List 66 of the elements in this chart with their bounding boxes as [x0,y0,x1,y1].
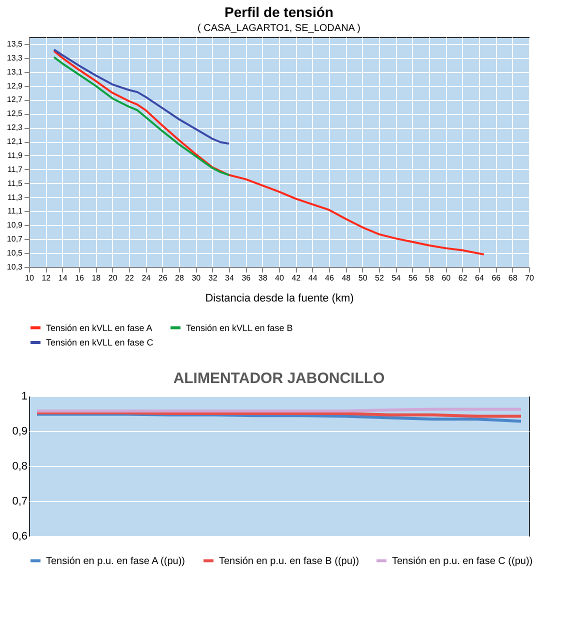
y-tick-label: 12,7 [6,95,24,104]
legend-label: Tensión en kVLL en fase A [46,322,152,333]
x-tick-label: 22 [125,274,134,282]
x-tick-label: 46 [325,274,334,282]
x-tick-label: 56 [408,274,418,282]
x-tick-label: 54 [392,274,402,282]
y-tick-label: 11,9 [8,150,24,160]
y-tick-label: 1 [21,390,28,402]
y-tick-label: 12,1 [6,137,24,146]
x-tick-label: 66 [492,274,502,282]
x-tick-label: 68 [508,274,518,282]
x-tick-label: 48 [342,274,352,282]
y-tick-label: 12,5 [6,109,24,118]
x-tick-label: 70 [525,274,534,282]
y-tick-label: 0,6 [12,530,28,542]
x-tick-label: 10 [25,274,34,282]
y-tick-label: 13,5 [6,39,24,48]
x-tick-label: 14 [58,274,68,282]
line-series [53,56,230,176]
x-tick-label: 28 [175,274,184,282]
chart-subtitle: ( CASA_LAGARTO1, SE_LODANA ) [197,23,361,34]
legend-label: Tensión en p.u. en fase C ((pu)) [392,556,533,567]
x-tick-label: 20 [108,274,118,282]
y-tick-label: 10,9 [6,220,24,230]
x-tick-label: 32 [208,274,218,282]
x-tick-label: 60 [442,274,452,282]
line-series [53,50,485,256]
x-tick-label: 30 [192,274,202,282]
x-tick-label: 18 [92,274,102,282]
x-tick-label: 62 [458,274,468,282]
x-tick-label: 38 [258,274,268,282]
x-axis-title: Distancia desde la fuente (km) [205,292,354,304]
chart-title: Perfil de tensión [224,4,334,20]
y-tick-label: 0,9 [12,426,28,438]
legend-label: Tensión en p.u. en fase B ((pu)) [219,556,360,567]
x-tick-label: 52 [375,274,384,282]
y-tick-label: 10,5 [6,248,24,258]
y-tick-label: 13,3 [6,53,24,62]
y-tick-label: 13,1 [6,67,24,76]
x-tick-label: 44 [308,274,318,282]
y-tick-label: 11,1 [8,206,24,216]
x-tick-label: 50 [358,274,368,282]
x-tick-label: 12 [42,274,52,282]
y-tick-label: 10,7 [6,234,24,244]
line-series [53,48,230,145]
chart-title: ALIMENTADOR JABONCILLO [173,370,386,387]
y-tick-label: 0,7 [12,496,28,508]
legend-label: Tensión en kVLL en fase C [46,338,154,348]
y-tick-label: 11,7 [8,164,24,174]
x-tick-label: 24 [142,274,152,282]
y-tick-label: 12,9 [6,81,24,90]
y-tick-label: 10,3 [6,262,24,272]
x-tick-label: 34 [225,274,234,282]
y-tick-label: 0,8 [12,460,28,472]
y-tick-label: 11,5 [8,178,24,188]
x-tick-label: 16 [75,274,84,282]
y-tick-label: 12,3 [6,123,24,132]
x-tick-label: 36 [242,274,252,282]
legend-label: Tensión en p.u. en fase A ((pu)) [46,556,185,567]
legend-label: Tensión en kVLL en fase B [186,322,293,333]
x-tick-label: 64 [475,274,484,282]
y-tick-label: 11,3 [8,192,24,202]
x-tick-label: 58 [425,274,434,282]
x-tick-label: 40 [275,274,284,282]
x-tick-label: 26 [158,274,168,282]
x-tick-label: 42 [292,274,302,282]
